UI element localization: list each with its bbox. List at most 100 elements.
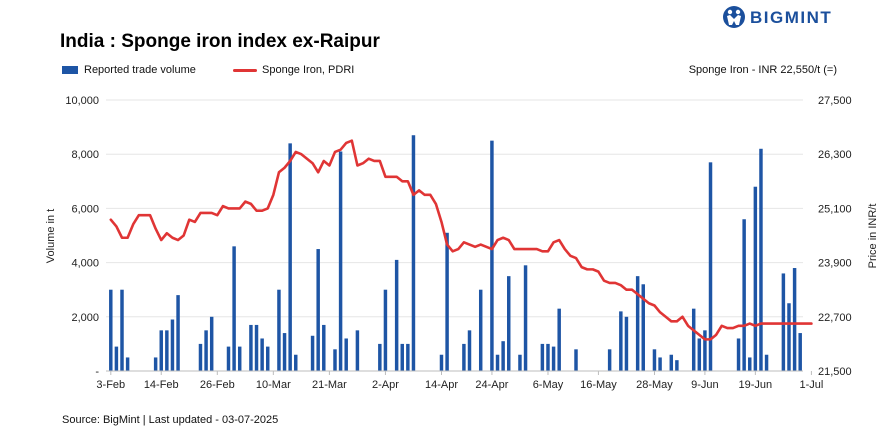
volume-bar bbox=[669, 354, 674, 371]
volume-bar bbox=[249, 324, 253, 371]
right-tick-label: 22,700 bbox=[818, 312, 852, 324]
right-tick-label: 27,500 bbox=[818, 95, 852, 107]
volume-bar bbox=[540, 343, 545, 371]
right-tick-label: 25,100 bbox=[818, 203, 852, 215]
volume-bar bbox=[232, 246, 236, 371]
x-tick-label: 1-Jul bbox=[799, 379, 823, 391]
volume-bar bbox=[781, 273, 786, 371]
legend-line-label: Sponge Iron, PDRI bbox=[262, 64, 355, 76]
left-tick-label: 6,000 bbox=[71, 203, 99, 215]
volume-bar bbox=[748, 357, 752, 371]
volume-bar bbox=[288, 143, 292, 371]
x-tick-label: 10-Mar bbox=[256, 379, 291, 391]
right-tick-label: 23,900 bbox=[818, 258, 852, 270]
volume-bar bbox=[619, 311, 623, 371]
x-tick-label: 26-Feb bbox=[200, 379, 235, 391]
volume-bar bbox=[557, 308, 561, 371]
volume-bar bbox=[759, 148, 763, 371]
volume-bar bbox=[333, 349, 337, 371]
volume-bar bbox=[411, 135, 416, 371]
volume-bar bbox=[406, 343, 410, 371]
brand-logo: BIGMINT bbox=[722, 5, 862, 29]
gridlines bbox=[106, 99, 803, 318]
volume-bar bbox=[675, 360, 679, 371]
left-axis-ticks: - 2,000 4,000 6,000 8,000 10,000 bbox=[65, 95, 99, 378]
volume-bar bbox=[338, 151, 343, 371]
volume-bar bbox=[310, 335, 315, 371]
volume-bar bbox=[478, 289, 483, 371]
volume-bar bbox=[316, 249, 320, 371]
volume-bar bbox=[787, 303, 791, 371]
right-tick-label: 26,300 bbox=[818, 149, 852, 161]
brand-name: BIGMINT bbox=[750, 8, 833, 27]
x-tick-label: 9-Jun bbox=[691, 379, 719, 391]
volume-bar bbox=[254, 324, 259, 371]
volume-bar bbox=[159, 330, 163, 371]
x-tick-label: 14-Feb bbox=[144, 379, 179, 391]
volume-bar bbox=[691, 308, 696, 371]
x-tick-label: 28-May bbox=[636, 379, 673, 391]
left-tick-label: - bbox=[95, 366, 99, 378]
volume-bar bbox=[658, 357, 662, 371]
volume-bar bbox=[165, 330, 169, 371]
volume-bar bbox=[344, 338, 348, 371]
x-tick-label: 6-May bbox=[533, 379, 564, 391]
volume-bar bbox=[125, 357, 130, 371]
volume-bar bbox=[277, 289, 281, 371]
x-tick-label: 2-Apr bbox=[372, 379, 399, 391]
volume-bar bbox=[260, 338, 264, 371]
x-tick-label: 19-Jun bbox=[739, 379, 773, 391]
volume-bar bbox=[153, 357, 158, 371]
volume-bar bbox=[383, 289, 388, 371]
x-tick-label: 21-Mar bbox=[312, 379, 347, 391]
volume-bar bbox=[574, 349, 578, 371]
volume-bar bbox=[753, 186, 758, 371]
volume-bar bbox=[507, 276, 511, 371]
volume-bar bbox=[490, 140, 494, 371]
volume-bar bbox=[523, 265, 528, 371]
volume-bar bbox=[551, 346, 556, 371]
volume-bar bbox=[792, 268, 797, 371]
bigmint-logo-icon bbox=[723, 6, 745, 28]
volume-bar bbox=[501, 341, 505, 371]
volume-bars bbox=[109, 135, 802, 371]
volume-bar bbox=[518, 354, 522, 371]
volume-bar bbox=[198, 343, 203, 371]
volume-bar bbox=[226, 346, 231, 371]
volume-bar bbox=[322, 324, 326, 371]
x-tick-label: 16-May bbox=[580, 379, 617, 391]
price-info-label: Sponge Iron - INR 22,550/t (=) bbox=[688, 64, 837, 76]
legend-bar-swatch bbox=[62, 66, 78, 74]
volume-bar bbox=[736, 338, 741, 371]
volume-bar bbox=[697, 338, 702, 371]
volume-bar bbox=[742, 219, 746, 371]
volume-bar bbox=[176, 295, 180, 371]
x-tick-label: 3-Feb bbox=[96, 379, 125, 391]
source-note: Source: BigMint | Last updated - 03-07-2… bbox=[62, 414, 279, 426]
volume-bar bbox=[355, 330, 360, 371]
left-axis-title: Volume in t bbox=[45, 209, 57, 263]
x-tick-label: 14-Apr bbox=[425, 379, 458, 391]
volume-bar bbox=[294, 354, 298, 371]
x-axis-ticks: 3-Feb 14-Feb 26-Feb 10-Mar 21-Mar 2-Apr 14-Apr… bbox=[96, 371, 823, 391]
volume-bar bbox=[798, 333, 802, 371]
left-tick-label: 10,000 bbox=[65, 95, 99, 107]
volume-bar bbox=[400, 343, 404, 371]
volume-bar bbox=[237, 346, 242, 371]
x-tick-label: 24-Apr bbox=[475, 379, 508, 391]
right-axis-title: Price in INR/t bbox=[867, 204, 879, 269]
volume-bar bbox=[282, 333, 287, 371]
volume-bar bbox=[394, 259, 399, 371]
volume-bar bbox=[467, 330, 472, 371]
legend-line-swatch bbox=[233, 69, 257, 72]
legend-bar-label: Reported trade volume bbox=[84, 64, 196, 76]
volume-bar bbox=[266, 346, 270, 371]
volume-bar bbox=[114, 346, 119, 371]
left-tick-label: 2,000 bbox=[71, 312, 99, 324]
volume-bar bbox=[495, 354, 500, 371]
volume-bar bbox=[546, 343, 550, 371]
volume-bar bbox=[109, 289, 113, 371]
volume-bar bbox=[703, 330, 707, 371]
chart-title: India : Sponge iron index ex-Raipur bbox=[60, 31, 380, 52]
